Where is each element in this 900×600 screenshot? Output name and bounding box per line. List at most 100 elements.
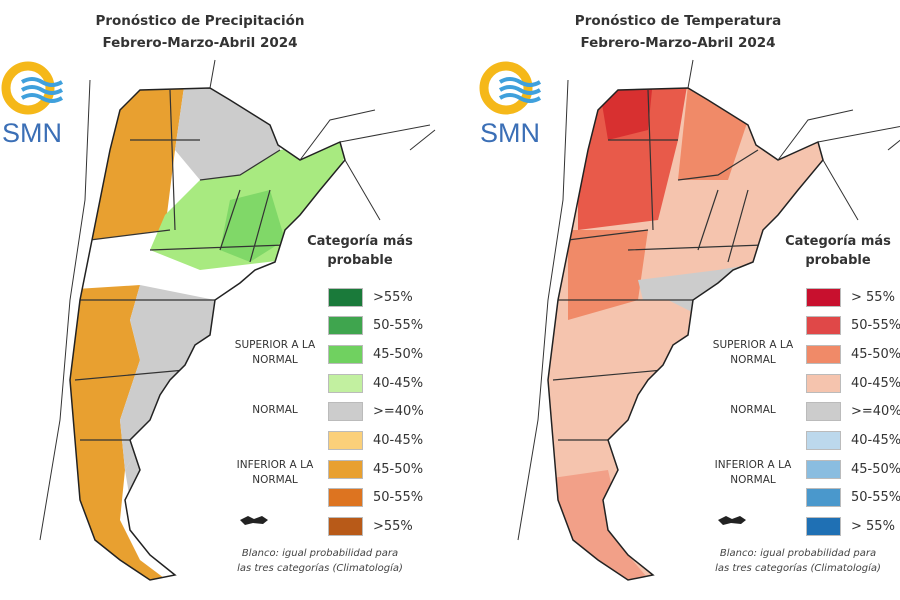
map-region [220,190,285,262]
legend-title-line-1: Categoría más [785,234,891,249]
legend-item: 50-55% [328,488,423,508]
legend-swatch [328,344,363,364]
note-line-1: Blanco: igual probabilidad para [719,548,877,559]
legend-item: 40-45% [806,373,900,393]
argentina-map [39,59,436,581]
legend-swatch [806,316,841,336]
malvinas-islands [718,516,746,525]
legend-title: Categoría más probable [300,232,420,270]
legend-swatch [806,459,841,479]
legend-label: > 55% [851,289,895,305]
legend-item: >55% [328,287,413,307]
legend-label: 45-50% [851,461,900,477]
legend-item: 40-45% [328,373,423,393]
legend-item: > 55% [806,517,895,537]
legend-item: 45-50% [328,344,423,364]
legend-swatch [328,431,363,450]
legend-label: >55% [373,289,413,305]
map-title: Pronóstico de Temperatura Febrero-Marzo-A… [478,10,878,54]
legend-note: Blanco: igual probabilidad para las tres … [693,546,900,576]
legend-swatch [806,287,841,307]
legend-item: >55% [328,517,413,537]
legend-label: 50-55% [851,490,900,506]
smn-logo-text: SMN [2,118,62,148]
legend-label: > 55% [851,519,895,535]
legend-label: >=40% [851,404,900,420]
legend-swatch [328,517,363,537]
legend-group-upper: SUPERIOR A LA NORMAL [234,339,316,366]
note-line-1: Blanco: igual probabilidad para [241,548,399,559]
map-region [120,285,215,470]
legend-swatch [328,287,363,307]
title-line-1: Pronóstico de Temperatura [574,13,782,29]
argentina-map [517,59,900,581]
legend-swatch [328,488,363,508]
map-region [548,470,658,580]
legend-label: >55% [373,519,413,535]
legend-group-lower: INFERIOR A LA NORMAL [714,459,792,486]
legend-title: Categoría más probable [778,232,898,270]
legend-label: 50-55% [373,318,424,334]
legend-label: 40-45% [373,433,424,448]
legend-label: 50-55% [373,490,424,506]
legend-item: 45-50% [806,344,900,364]
legend-item: >=40% [806,402,900,422]
smn-logo-icon [479,61,542,115]
legend-label: >=40% [373,404,424,420]
legend-swatch [328,459,363,479]
smn-logo [0,58,80,138]
note-line-2: las tres categorías (Climatología) [237,563,403,574]
title-line-2: Febrero-Marzo-Abril 2024 [102,35,298,51]
map-title: Pronóstico de Precipitación Febrero-Marzo… [0,10,400,54]
legend-swatch [806,431,841,450]
smn-logo [478,58,558,138]
legend-swatch [328,316,363,336]
note-line-2: las tres categorías (Climatología) [715,563,881,574]
legend-swatch [806,488,841,508]
legend-group-upper: SUPERIOR A LA NORMAL [712,339,794,366]
smn-logo-text: SMN [480,118,540,148]
legend-group-lower: INFERIOR A LA NORMAL [236,459,314,486]
country-outline [69,87,346,581]
neighbor-borders [39,59,436,541]
legend-label: 45-50% [851,346,900,362]
title-line-2: Febrero-Marzo-Abril 2024 [580,35,776,51]
title-line-1: Pronóstico de Precipitación [95,13,305,29]
legend-swatch [328,402,363,422]
legend-swatch [806,373,841,393]
legend-swatch [806,402,841,422]
legend-label: 40-45% [851,375,900,391]
legend-item: 40-45% [328,431,423,451]
legend-label: 40-45% [373,375,424,391]
smn-logo-icon [1,61,64,115]
map-region [70,285,180,580]
legend-swatch [806,517,841,537]
legend-title-line-1: Categoría más [307,234,413,249]
temperature-panel: Pronóstico de Temperatura Febrero-Marzo-A… [478,0,900,600]
legend-swatch [806,344,841,364]
malvinas-islands [240,516,268,525]
map-region [568,230,648,320]
map-region [678,88,748,180]
neighbor-borders [517,59,900,541]
legend-title-line-2: probable [805,253,871,268]
legend-item: > 55% [806,287,895,307]
legend-item: 45-50% [806,459,900,479]
legend-item: 45-50% [328,459,423,479]
legend-item: 50-55% [328,316,423,336]
legend-item: 40-45% [806,431,900,451]
precipitation-panel: Pronóstico de Precipitación Febrero-Marzo… [0,10,436,581]
legend-label: 40-45% [851,433,900,448]
legend-group-normal: NORMAL [730,404,776,416]
legend-label: 50-55% [851,318,900,334]
legend-swatch [328,373,363,393]
legend-group-normal: NORMAL [252,404,298,416]
legend-item: >=40% [328,402,424,422]
legend-label: 45-50% [373,346,424,362]
legend-item: 50-55% [806,316,900,336]
country-outline [547,87,824,581]
legend-label: 45-50% [373,461,424,477]
legend-item: 50-55% [806,488,900,508]
legend-note: Blanco: igual probabilidad para las tres … [215,546,425,576]
legend-title-line-2: probable [327,253,393,268]
